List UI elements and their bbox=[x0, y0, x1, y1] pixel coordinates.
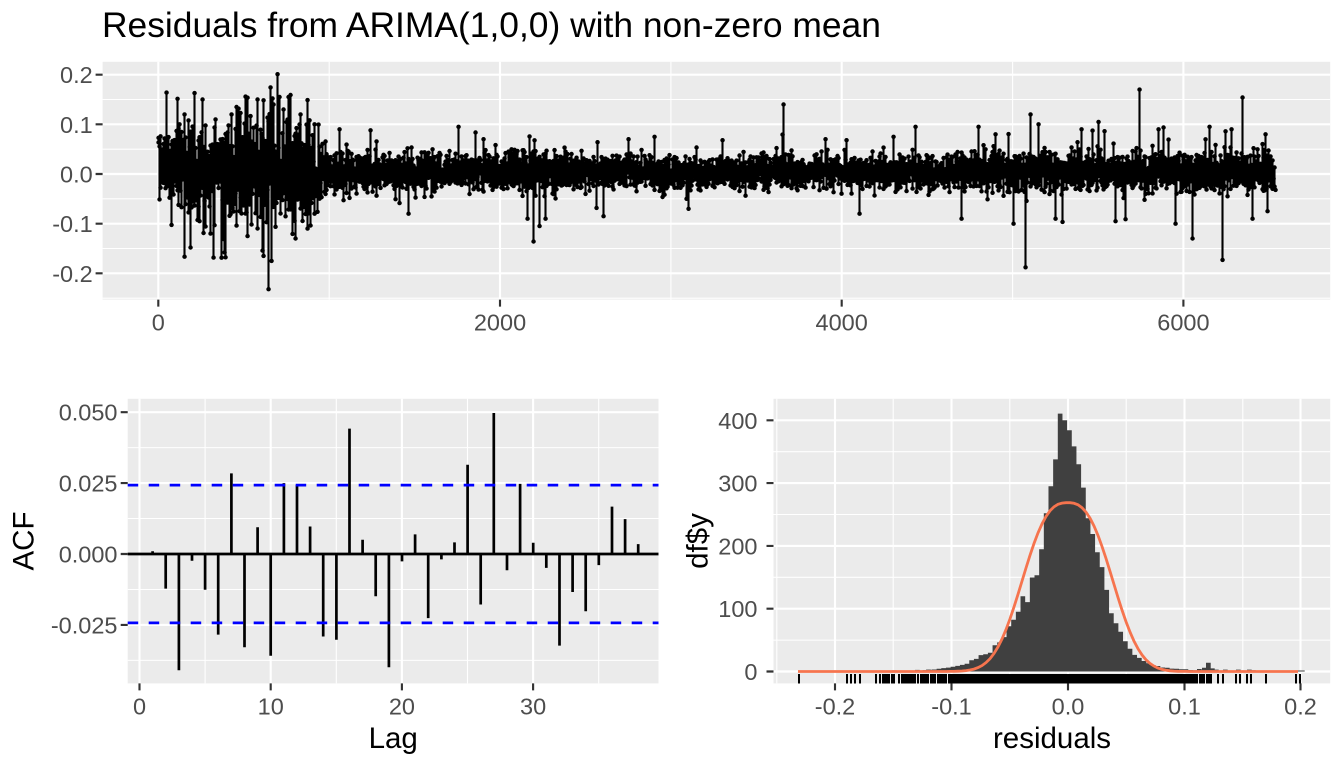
svg-text:0: 0 bbox=[744, 659, 757, 685]
svg-text:400: 400 bbox=[718, 408, 757, 434]
svg-text:0.0: 0.0 bbox=[1052, 693, 1085, 719]
svg-text:100: 100 bbox=[718, 596, 757, 622]
svg-text:6000: 6000 bbox=[1157, 309, 1209, 335]
svg-text:4000: 4000 bbox=[816, 309, 868, 335]
svg-text:-0.2: -0.2 bbox=[815, 693, 856, 719]
svg-text:10: 10 bbox=[258, 693, 284, 719]
svg-text:0.2: 0.2 bbox=[1284, 693, 1317, 719]
svg-text:0.000: 0.000 bbox=[59, 542, 118, 568]
svg-text:0.025: 0.025 bbox=[59, 471, 118, 497]
svg-text:Lag: Lag bbox=[369, 722, 418, 755]
svg-text:-0.1: -0.1 bbox=[52, 211, 93, 237]
svg-text:-0.025: -0.025 bbox=[51, 612, 118, 638]
svg-text:-0.2: -0.2 bbox=[52, 261, 93, 287]
svg-text:20: 20 bbox=[389, 693, 415, 719]
svg-text:2000: 2000 bbox=[474, 309, 526, 335]
svg-text:0: 0 bbox=[152, 309, 165, 335]
svg-text:0.1: 0.1 bbox=[1168, 693, 1201, 719]
svg-text:residuals: residuals bbox=[993, 722, 1111, 755]
svg-text:0: 0 bbox=[133, 693, 146, 719]
svg-text:0.050: 0.050 bbox=[59, 400, 118, 426]
svg-text:0.2: 0.2 bbox=[60, 62, 93, 88]
svg-text:200: 200 bbox=[718, 533, 757, 559]
svg-text:0.1: 0.1 bbox=[60, 112, 93, 138]
svg-text:-0.1: -0.1 bbox=[931, 693, 972, 719]
svg-text:30: 30 bbox=[520, 693, 546, 719]
svg-text:df$y: df$y bbox=[682, 513, 715, 569]
svg-text:300: 300 bbox=[718, 471, 757, 497]
svg-text:Residuals from ARIMA(1,0,0) wi: Residuals from ARIMA(1,0,0) with non-zer… bbox=[102, 5, 881, 45]
svg-text:ACF: ACF bbox=[8, 512, 41, 571]
svg-text:0.0: 0.0 bbox=[60, 162, 93, 188]
